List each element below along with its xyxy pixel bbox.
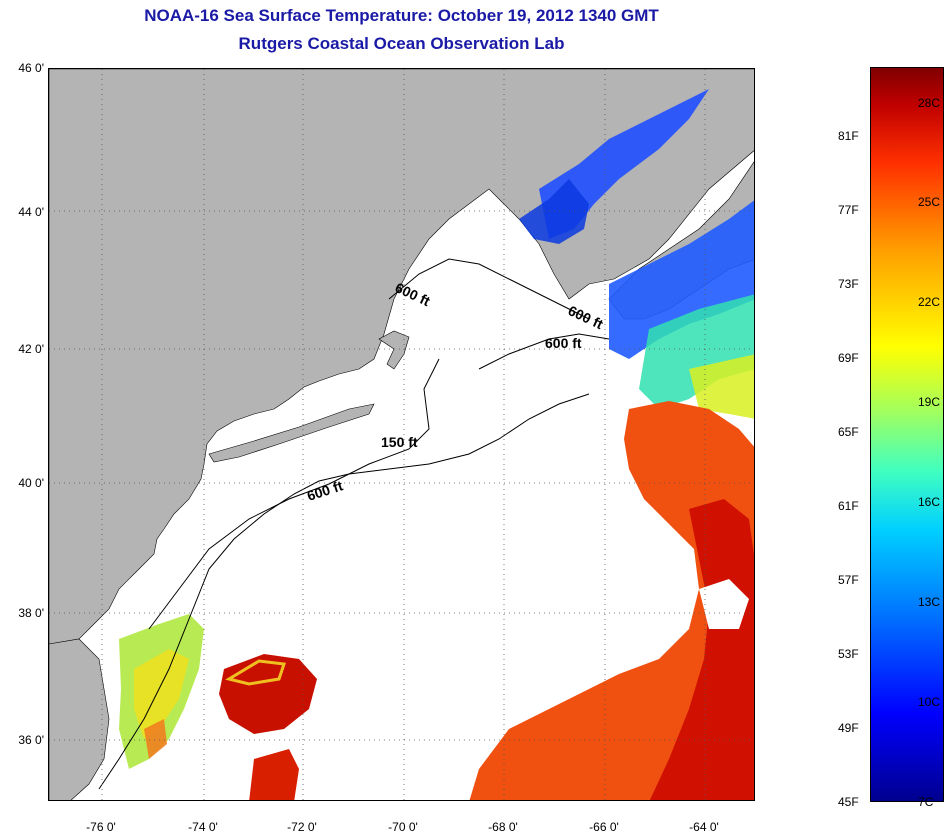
colorbar-label-65f: 65F [838, 425, 859, 439]
long-island [208, 403, 375, 463]
colorbar-label-49f: 49F [838, 721, 859, 735]
sst-map: 600 ft 600 ft 600 ft 150 ft 600 ft [48, 68, 755, 801]
colorbar-label-45f: 45F [838, 795, 859, 809]
gulf-stream-core [649, 499, 754, 800]
contour-600ft-shelf [98, 393, 590, 790]
lon-label-70: -70 0' [388, 820, 418, 834]
gulf-stream-east [469, 401, 754, 800]
warm-eddy [219, 654, 317, 734]
lon-label-74: -74 0' [188, 820, 218, 834]
lat-label-36: 36 0' [18, 733, 44, 747]
colorbar-label-53f: 53F [838, 647, 859, 661]
map-title: NOAA-16 Sea Surface Temperature: October… [144, 6, 659, 25]
colorbar-label-28c: 28C [918, 96, 941, 110]
colorbar-label-10c: 10C [918, 695, 941, 709]
colorbar-label-77f: 77F [838, 203, 859, 217]
lat-label-42: 42 0' [18, 342, 44, 356]
sst-map-canvas: 600 ft 600 ft 600 ft 150 ft 600 ft [49, 69, 754, 800]
temperature-colorbar [870, 67, 944, 802]
contour-600ft-georges [478, 333, 610, 370]
warm-spot-south [249, 749, 299, 800]
shelf-yellow [689, 354, 754, 419]
eddy-ring [225, 659, 287, 686]
coastal-orange [144, 719, 167, 759]
colorbar-label-13c: 13C [918, 595, 941, 609]
lon-label-72: -72 0' [287, 820, 317, 834]
cloud-patch-1 [699, 579, 749, 629]
contour-600ft-maine [388, 258, 590, 320]
shelf-transition [639, 294, 754, 409]
map-subtitle: Rutgers Coastal Ocean Observation Lab [238, 34, 565, 53]
colorbar-label-61f: 61F [838, 499, 859, 513]
contour-label-150ft: 150 ft [381, 434, 418, 450]
contour-label-600ft-georges: 600 ft [545, 335, 582, 351]
lon-label-66: -66 0' [589, 820, 619, 834]
cold-water-maine [519, 179, 589, 244]
cloud-patch-2 [519, 639, 609, 674]
cold-water-scotian [609, 200, 754, 359]
colorbar-label-25c: 25C [918, 195, 941, 209]
colorbar-label-69f: 69F [838, 351, 859, 365]
lat-label-40: 40 0' [18, 476, 44, 490]
colorbar-label-81f: 81F [838, 129, 859, 143]
lat-label-46: 46 0' [18, 61, 44, 75]
lat-label-38: 38 0' [18, 606, 44, 620]
lon-label-68: -68 0' [488, 820, 518, 834]
colorbar-label-16c: 16C [918, 495, 941, 509]
lon-label-64: -64 0' [689, 820, 719, 834]
delmarva [49, 638, 110, 800]
coastal-yellow [134, 649, 189, 739]
cape-cod [378, 330, 410, 370]
lon-label-76: -76 0' [86, 820, 116, 834]
colorbar-label-57f: 57F [838, 573, 859, 587]
colorbar-label-19c: 19C [918, 395, 941, 409]
lat-lon-grid [49, 69, 754, 800]
lat-label-44: 44 0' [18, 205, 44, 219]
colorbar-label-73f: 73F [838, 277, 859, 291]
contour-150ft [148, 358, 440, 630]
colorbar-label-22c: 22C [918, 295, 941, 309]
colorbar-label-7c: 7C [918, 795, 934, 809]
